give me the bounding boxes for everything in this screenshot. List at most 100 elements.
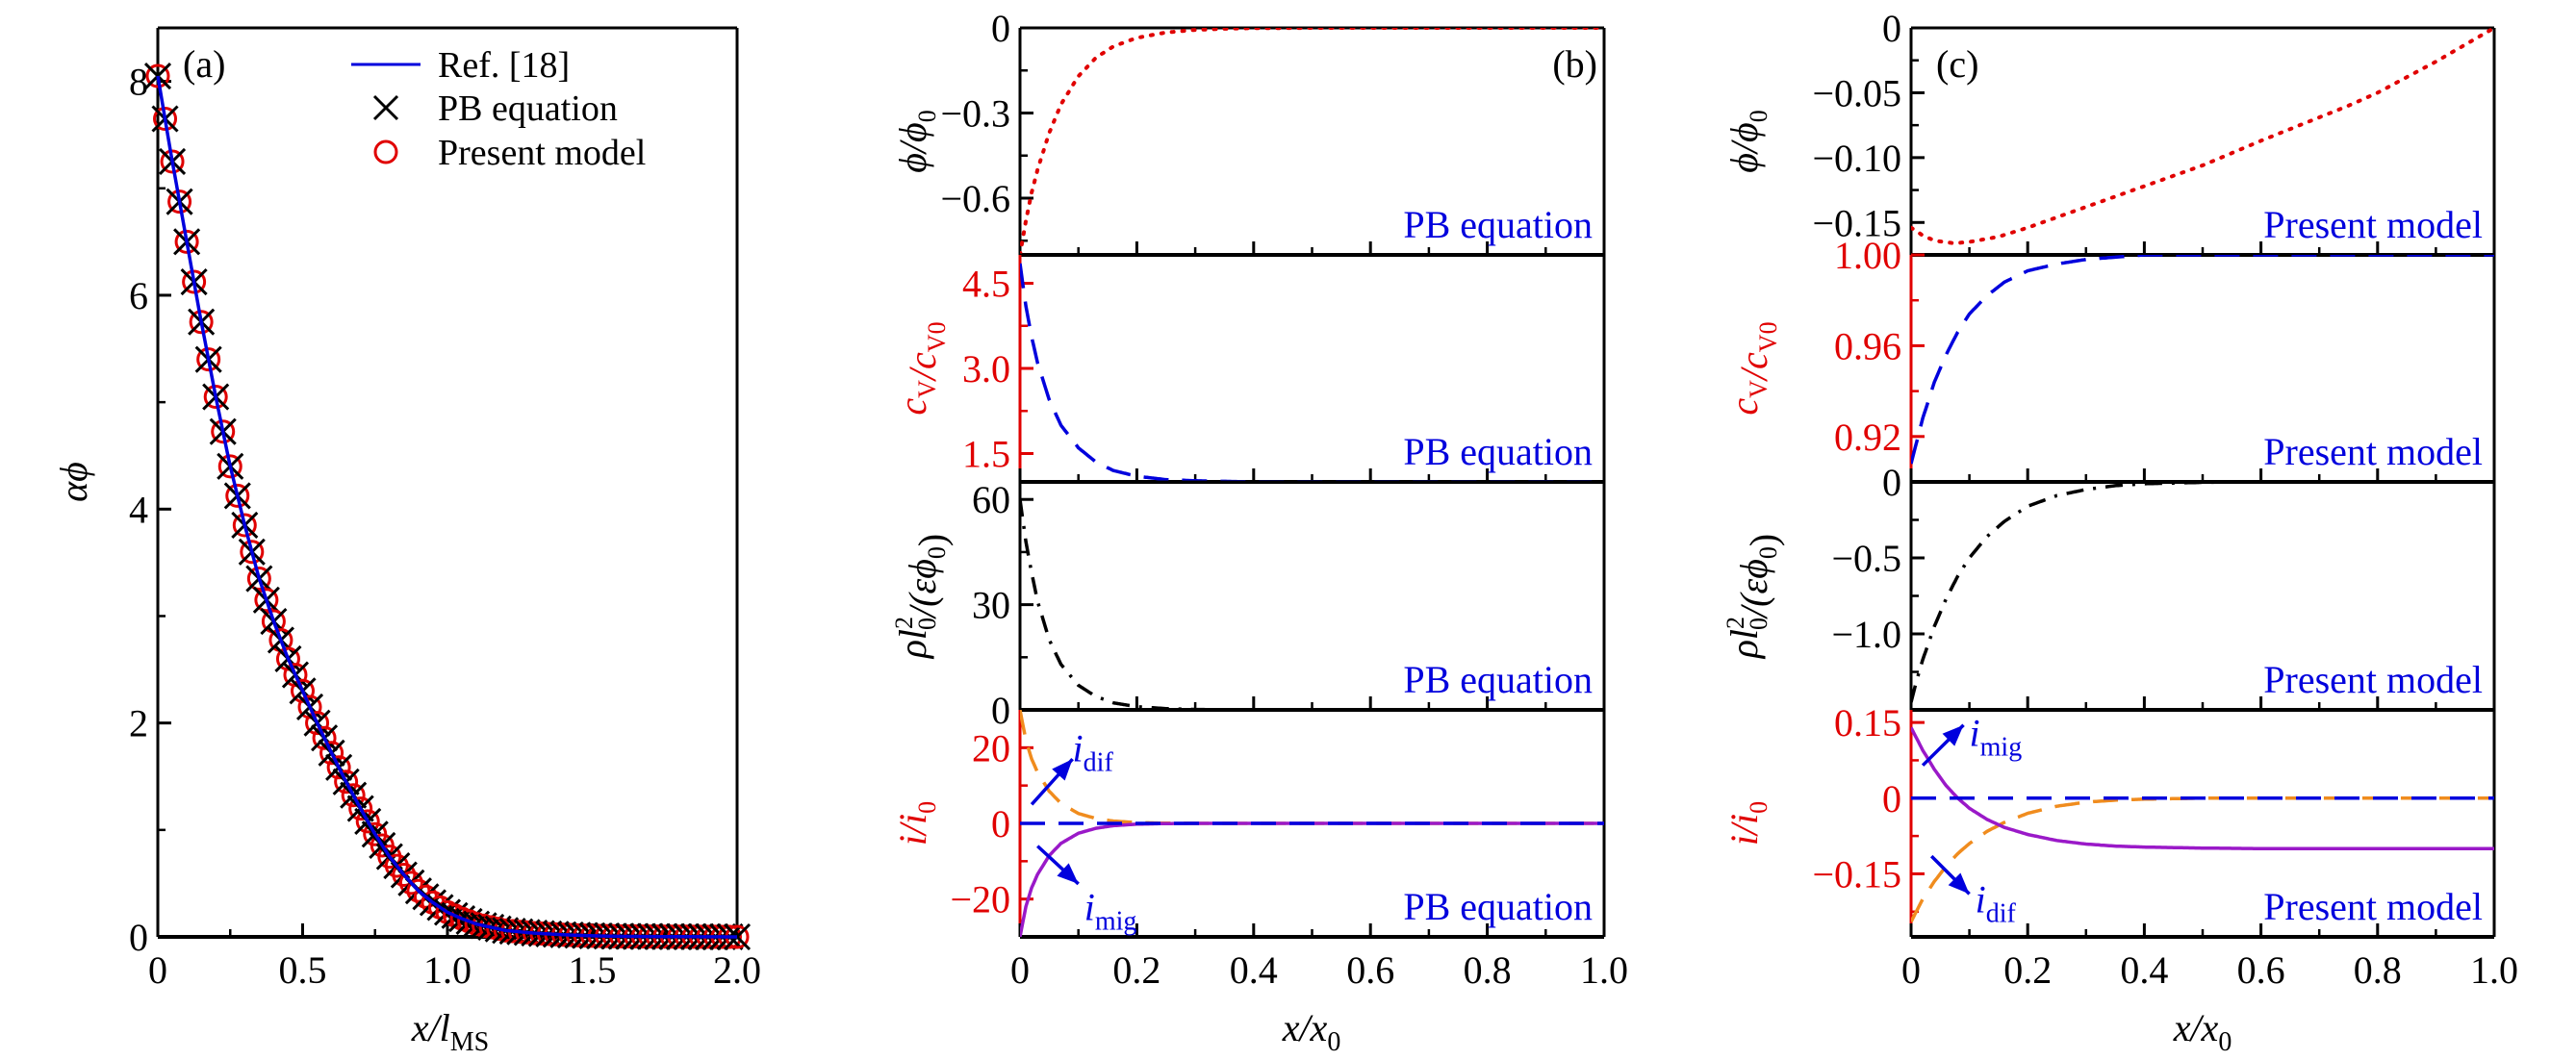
arrow-head [1057,863,1079,884]
panel-a-xtick-label: 0 [148,948,167,992]
panel-b-subplot-1-ytick-label: −0.6 [940,177,1010,220]
present-model-point [160,149,185,174]
ylabel-main: c [891,398,934,416]
panel-a-xtick-label: 1.5 [569,948,617,992]
ylabel-main: i/i [891,814,934,845]
panel-c-subplot-3-model-label: Present model [2263,658,2483,701]
panel-a-xlabel: x/lMS [411,1006,489,1057]
present-model-point [174,229,199,254]
present-model-point [225,483,250,508]
panel-b-subplot-3-ytick-label: 0 [991,689,1010,732]
present-model-point [167,189,192,215]
ylabel-sup: 2 [1722,617,1749,629]
panel-c-subplot-1-ytick-label: −0.05 [1812,71,1901,114]
panel-b-subplot-4-xtick-label: 0.4 [1230,948,1278,992]
legend-ref-label: Ref. [18] [438,45,570,86]
panel-c-subplot-2-ytick-label: 0.92 [1834,416,1901,459]
present-model-point [232,513,257,538]
panel-b-subplot-4-ytick-label: −20 [950,878,1010,921]
panel-c-xlabel-sub: 0 [2218,1027,2232,1057]
panel-c-subplot-4-ylabel: i/i0 [1722,801,1773,845]
panel-a-xtick-label: 0.5 [279,948,327,992]
ylabel-sub2: V0 [1754,321,1782,352]
panel-c-subplot-4-xtick-label: 1.0 [2470,948,2518,992]
panel-c-subplot-4-ytick-label: −0.15 [1812,852,1901,896]
panel-c-subplot-2-ylabel: cV/cV0 [1722,321,1782,415]
present-model-point [312,725,337,750]
ylabel-main: c [1722,398,1766,416]
panel-c-subplot-4-series-i_mig [1911,726,2494,850]
panel-b-subplot-3-ytick-label: 60 [972,478,1010,521]
annotation-sub: dif [1986,899,2017,929]
panel-b-xlabel: x/x0 [1282,1006,1341,1057]
panel-c-subplot-2-ytick-label: 0.96 [1834,324,1901,367]
present-model-point [182,269,207,294]
panel-c-subplot-1-model-label: Present model [2263,203,2483,246]
panel-c-plot-area: 0−0.05−0.10−0.15 Present modelϕ/ϕ01.000.9… [1722,7,2518,992]
panel-b-subplot-4-xtick-label: 1.0 [1580,948,1628,992]
ylabel-sub2: 0 [1754,546,1782,559]
panel-b-subplot-3-model-label: PB equation [1403,658,1593,701]
panel-b-subplot-2-ytick-label: 3.0 [962,347,1010,391]
panel-c: 0−0.05−0.10−0.15 Present modelϕ/ϕ01.000.9… [1722,7,2518,1057]
present-model-point [203,385,228,410]
panel-b-subplot-4-xtick-label: 0.2 [1112,948,1160,992]
ylabel-sub: 0 [913,801,941,814]
panel-b-subplot-2-ytick-label: 4.5 [962,263,1010,306]
ylabel-main: ρl [1722,629,1766,660]
panel-a-ytick-label: 8 [129,61,148,104]
panel-c-subplot-4: 0 0.2 0.4 0.6 0.8 1.0 0.15 0 −0.15 Present model i… [1722,701,2518,992]
panel-c-subplot-2-model-label: Present model [2263,430,2483,473]
present-model-point [334,770,359,795]
present-model-point [398,871,423,896]
panel-c-subplot-4-xtick-label: 0.6 [2237,948,2285,992]
present-model-point [326,755,351,780]
panel-b-subplot-2-series-cV [1020,263,1604,482]
panel-b-xlabel-sub: 0 [1327,1027,1340,1057]
present-model-point [189,310,214,335]
panel-a-ytick-label: 4 [129,488,148,531]
panel-c-subplot-1-ytick-label: −0.15 [1812,201,1901,244]
annotation-main: i [1084,886,1095,929]
panel-b-subplot-4-xtick-label: 0.8 [1464,948,1512,992]
ylabel-rest: /(εϕ [901,559,944,619]
panel-c-subplot-2-ytick-label: 1.00 [1834,234,1901,277]
annotation-sub: mig [1980,733,2023,763]
panel-c-subplot-1-ytick-label: 0 [1882,7,1901,50]
panel-b-subplot-3-ylabel: ρl20/(εϕ0) [890,534,954,661]
panel-b-subplot-4-model-label: PB equation [1403,885,1593,928]
panel-c-xlabel-main: x/x [2173,1006,2219,1049]
ylabel-main: ϕ/ϕ [1722,122,1766,173]
annotation-arrow-icon [1929,854,1971,896]
panel-a-series-ref18 [156,75,737,939]
arrow-head [1052,759,1073,781]
panel-b-subplot-1-ylabel: ϕ/ϕ0 [891,110,941,173]
panel-a: 0 0.5 1.0 1.5 2.0 0 2 4 6 8 (a) αϕ x/lMS Ref. [18… [52,26,761,1057]
legend-present-label: Present model [438,133,646,173]
ylabel-sub: V [1745,380,1773,398]
present-model-point [196,347,221,372]
legend-pb-label: PB equation [438,88,618,129]
panel-c-xlabel: x/x0 [2173,1006,2232,1057]
ylabel-tail: ) [910,534,954,546]
panel-b-subplot-3-ytick-label: 30 [972,584,1010,627]
legend-circle-marker-icon [373,139,398,164]
panel-b-subplot-1-model-label: PB equation [1403,203,1593,246]
present-model-point [406,878,431,903]
annotation-main: i [1970,712,1980,755]
panel-c-subplot-4-xtick-label: 0.4 [2120,948,2168,992]
legend-x-marker-icon [372,94,399,121]
arrow-head [1948,872,1970,895]
ylabel-main: i/i [1722,814,1766,845]
present-model-point [153,107,178,131]
panel-a-ytick-label: 6 [129,274,148,317]
panel-c-subplot-2-series-cV [1911,255,2494,465]
panel-c-subplot-4-xtick-label: 0 [1901,948,1921,992]
panel-c-subplot-1-ylabel: ϕ/ϕ0 [1722,110,1773,173]
panel-c-subplot-1-series-phi [1911,28,2494,245]
panel-b-subplot-3-series-rho [1020,498,1604,710]
arrow-head [1942,724,1964,746]
